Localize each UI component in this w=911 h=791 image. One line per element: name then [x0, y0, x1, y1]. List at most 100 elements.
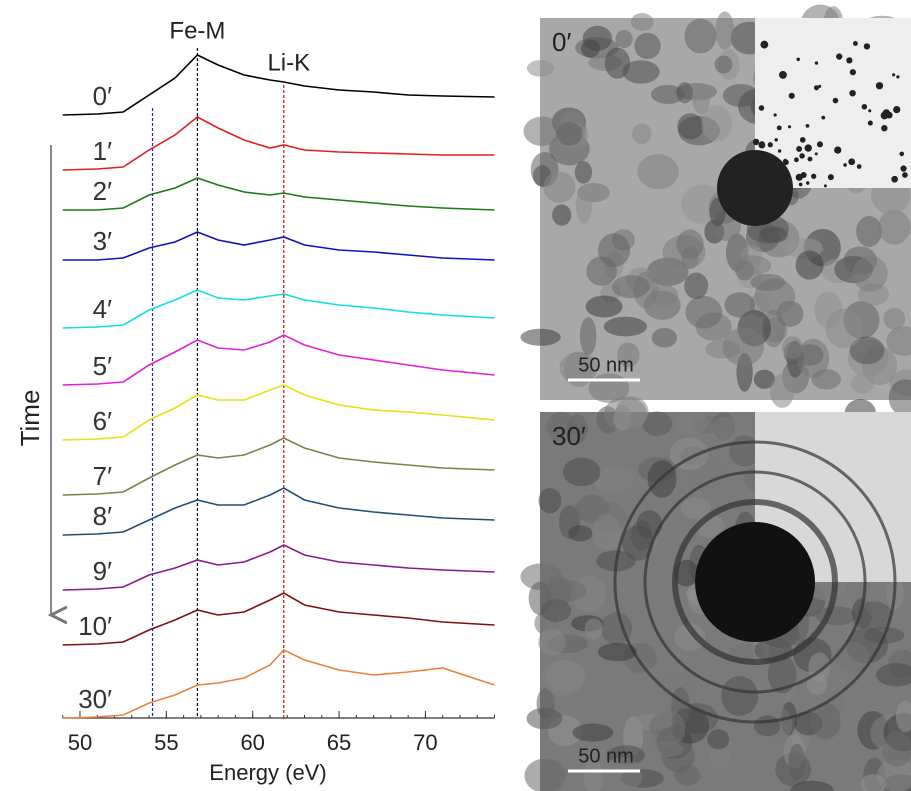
scale-bar-label: 50 nm [578, 354, 634, 376]
particle [886, 326, 911, 356]
diffraction-spot [777, 149, 782, 153]
particle [572, 723, 614, 742]
particle [710, 416, 740, 444]
particle [767, 655, 797, 694]
diffraction-spot [836, 53, 843, 60]
diffraction-spot [816, 141, 823, 148]
particle [543, 579, 587, 602]
particle [790, 780, 835, 791]
diffraction-spot [805, 123, 810, 128]
particle [615, 29, 633, 49]
diffraction-spot [896, 75, 900, 79]
particle [753, 715, 781, 737]
series-label: 3′ [93, 226, 112, 256]
particle [597, 642, 637, 662]
particle [552, 204, 572, 226]
diffraction-inset [755, 18, 911, 188]
particle [882, 731, 911, 767]
particle [637, 154, 679, 190]
series-label: 8′ [93, 501, 112, 531]
diffraction-spot [885, 111, 893, 119]
particle [546, 411, 575, 443]
diffraction-spot [821, 115, 826, 120]
particle [538, 488, 562, 514]
diffraction-spot [788, 92, 795, 99]
spectrum-line [62, 334, 495, 386]
diffraction-spot [856, 164, 862, 169]
particle [575, 185, 592, 224]
particle [540, 598, 572, 622]
diffraction-spot [863, 43, 871, 50]
diffraction-spot [804, 144, 812, 152]
y-axis-label: Time [15, 390, 45, 447]
particle [860, 774, 886, 791]
particle [876, 663, 911, 687]
micrograph-label: 30′ [552, 421, 586, 451]
spectrum-line [62, 649, 495, 719]
series-label: 1′ [93, 136, 112, 166]
spectrum-line [62, 116, 495, 171]
particle [615, 396, 649, 428]
diffraction-spot [814, 152, 818, 156]
particle [520, 328, 561, 346]
particle [730, 255, 772, 276]
particle [788, 743, 806, 781]
x-tick-label: 50 [68, 730, 92, 755]
particle [888, 379, 911, 417]
particle [685, 296, 723, 329]
diffraction-spot [849, 69, 856, 76]
particle [538, 628, 566, 656]
particle [622, 525, 654, 561]
particle [684, 18, 717, 54]
diffraction-spot [832, 97, 839, 104]
diffraction-spot [834, 146, 842, 154]
particle [856, 215, 882, 247]
diffraction-spot [799, 153, 805, 159]
particle [677, 113, 704, 140]
diffraction-spot [893, 105, 901, 114]
particle [674, 765, 701, 786]
particle [651, 327, 678, 348]
particle [603, 316, 648, 337]
spectrum-line [62, 592, 495, 646]
diffraction-spot [800, 171, 807, 179]
particle [642, 411, 673, 436]
diffraction-spot [827, 174, 834, 181]
spectrum-line [62, 289, 495, 329]
series-label: 5′ [93, 351, 112, 381]
particle [680, 497, 711, 519]
particle [617, 342, 640, 368]
particle [526, 60, 555, 77]
diffraction-spot [787, 125, 792, 129]
particle [795, 250, 824, 280]
spectrum-line [62, 54, 495, 116]
diffraction-spot [852, 41, 858, 46]
particle [612, 275, 650, 299]
particle [622, 60, 660, 84]
series-label: 6′ [93, 406, 112, 436]
reference-label: Li-K [267, 49, 310, 76]
particle [669, 437, 709, 470]
series-label: 7′ [93, 461, 112, 491]
particle [835, 641, 870, 673]
micrographs: 0′ 50 nm 30′ 50 nm [520, 4, 911, 791]
particle [650, 710, 686, 747]
diffraction-spot [767, 142, 773, 148]
diffraction-spot [818, 84, 822, 88]
diffraction-ring [613, 440, 897, 724]
particle [676, 412, 709, 434]
particle [674, 623, 706, 651]
diffraction-spot [881, 124, 888, 132]
diffraction-spot [899, 151, 905, 157]
beam-stop [717, 150, 793, 226]
particle [810, 702, 841, 740]
particle [579, 317, 597, 356]
diffraction-spot [798, 182, 803, 187]
diffraction-spot [805, 181, 810, 185]
diffraction-spot [758, 105, 765, 111]
diffraction-spot [796, 57, 800, 62]
x-tick-label: 70 [413, 730, 437, 755]
x-tick-label: 55 [154, 730, 178, 755]
diffraction-spot [814, 61, 819, 65]
particle [574, 161, 593, 184]
